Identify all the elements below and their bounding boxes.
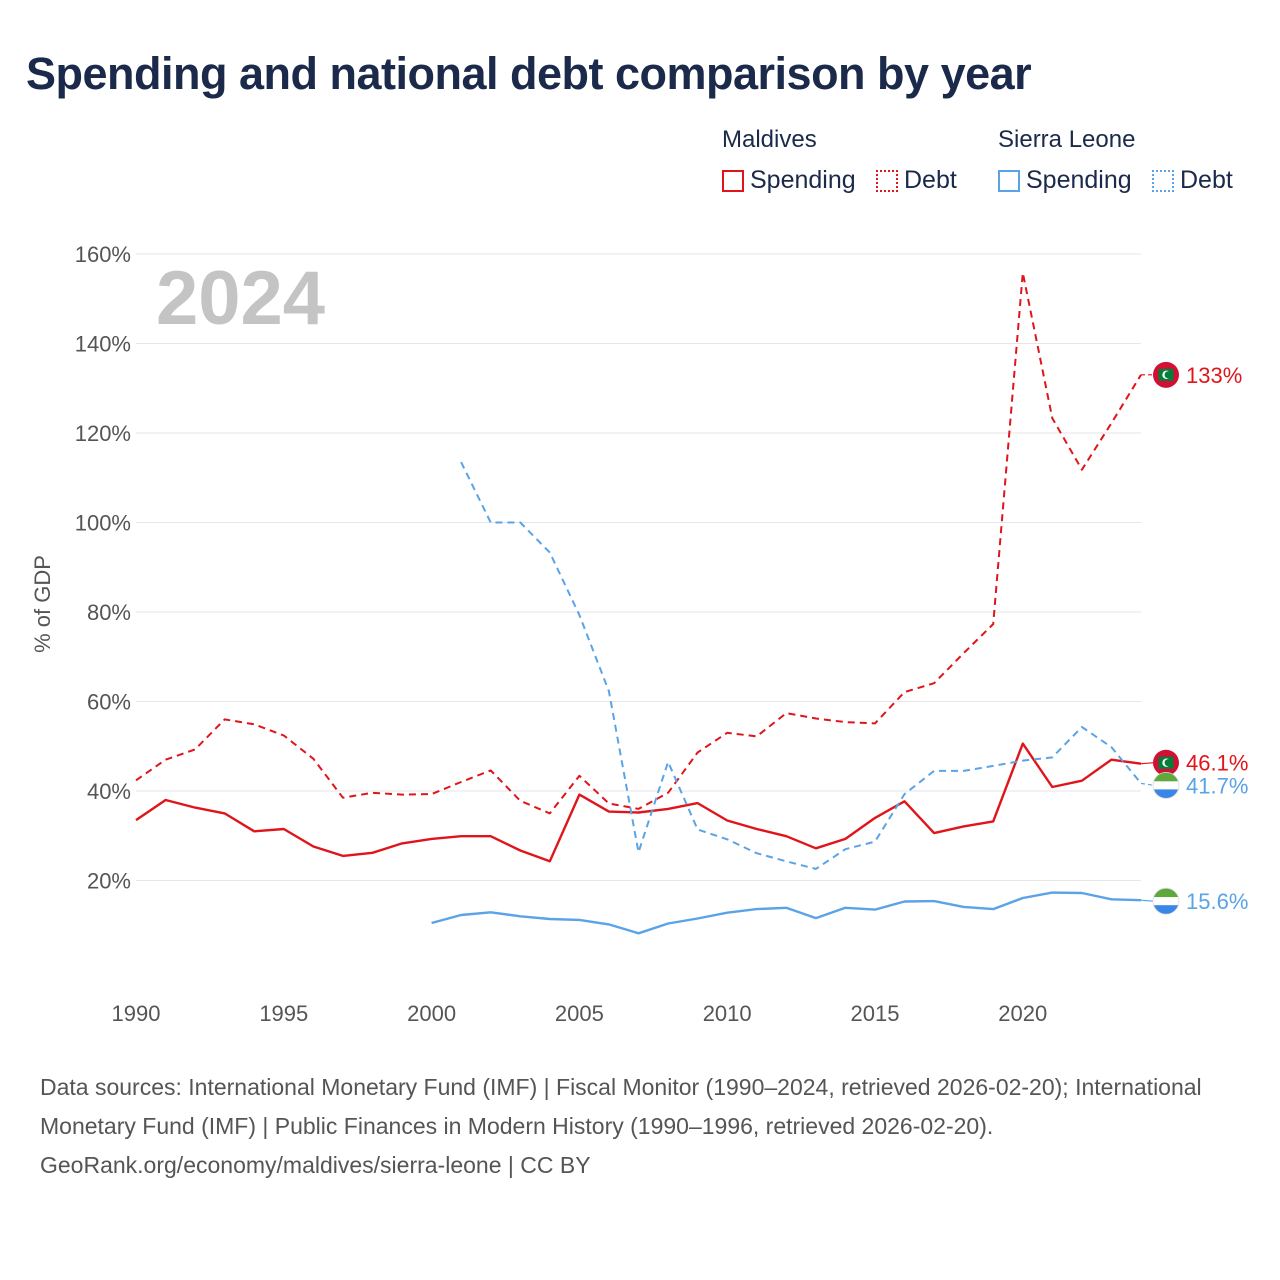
y-tick-label: 40% bbox=[87, 779, 131, 804]
legend-group-sierra-leone: Sierra Leone bbox=[998, 126, 1136, 153]
maldives-flag-icon bbox=[1153, 749, 1179, 776]
end-connector bbox=[1140, 782, 1155, 786]
end-value-label: 133% bbox=[1186, 363, 1242, 388]
legend-maldives-debt[interactable]: Debt bbox=[876, 166, 957, 195]
sierra-leone-flag-icon bbox=[1152, 887, 1180, 915]
flag-stripe-green bbox=[1153, 772, 1179, 782]
end-value-label: 46.1% bbox=[1186, 751, 1248, 776]
legend-sierra-leone-debt[interactable]: Debt bbox=[1152, 166, 1233, 195]
x-tick-label: 1995 bbox=[259, 1001, 308, 1026]
sierra-leone-flag-icon bbox=[1152, 771, 1180, 799]
y-axis-label: % of GDP bbox=[30, 555, 55, 653]
legend-label: Debt bbox=[1180, 166, 1233, 194]
y-axis-ticks: 20% 40% 60% 80% 100% 120% 140% 160% bbox=[75, 242, 131, 894]
flag-crescent-cut bbox=[1164, 371, 1172, 379]
x-axis-ticks: 1990 1995 2000 2005 2010 2015 2020 bbox=[112, 1001, 1048, 1026]
legend-swatch-dotted-blue bbox=[1152, 169, 1174, 192]
flag-stripe-blue bbox=[1153, 789, 1179, 799]
sources-text: Data sources: International Monetary Fun… bbox=[40, 1074, 1202, 1139]
legend-swatch-solid-blue bbox=[998, 169, 1020, 192]
end-connector bbox=[1140, 762, 1155, 765]
flag-stripes bbox=[1153, 888, 1179, 915]
x-tick-label: 2020 bbox=[998, 1001, 1047, 1026]
series-line-sierra-leone-debt bbox=[460, 461, 1142, 870]
legend-swatch-solid-red bbox=[722, 169, 744, 192]
end-connector bbox=[1140, 899, 1155, 902]
chart-title: Spending and national debt comparison by… bbox=[26, 48, 1032, 99]
x-tick-label: 2005 bbox=[555, 1001, 604, 1026]
legend-swatch-dotted-red bbox=[876, 169, 898, 192]
y-tick-label: 60% bbox=[87, 690, 131, 715]
x-tick-label: 1990 bbox=[112, 1001, 161, 1026]
flag-stripe-white bbox=[1153, 781, 1179, 790]
legend-label: Spending bbox=[1026, 166, 1132, 194]
x-tick-label: 2000 bbox=[407, 1001, 456, 1026]
x-tick-label: 2010 bbox=[703, 1001, 752, 1026]
flag-crescent-cut bbox=[1164, 759, 1172, 767]
x-tick-label: 2015 bbox=[850, 1001, 899, 1026]
end-value-label: 41.7% bbox=[1186, 773, 1248, 798]
legend-label: Debt bbox=[904, 166, 957, 194]
attribution-link[interactable]: GeoRank.org/economy/maldives/sierra-leon… bbox=[40, 1152, 591, 1178]
flag-stripes bbox=[1153, 772, 1179, 799]
y-tick-label: 140% bbox=[75, 332, 131, 357]
maldives-flag-icon bbox=[1153, 361, 1179, 388]
flag-ring bbox=[1152, 887, 1180, 915]
legend-label: Spending bbox=[750, 166, 856, 194]
legend-maldives-spending[interactable]: Spending bbox=[722, 166, 856, 195]
data-sources: Data sources: International Monetary Fun… bbox=[40, 1068, 1240, 1185]
year-watermark: 2024 bbox=[156, 256, 325, 341]
flag-stripe-white bbox=[1153, 897, 1179, 906]
flag-stripe-green bbox=[1153, 888, 1179, 898]
end-markers: 46.1% 133% 15.6% 41.7% bbox=[1140, 361, 1248, 915]
y-tick-label: 120% bbox=[75, 421, 131, 446]
grid-lines bbox=[136, 253, 1141, 881]
flag-stripe-blue bbox=[1153, 905, 1179, 915]
legend-group-maldives: Maldives bbox=[722, 126, 817, 153]
y-tick-label: 160% bbox=[75, 242, 131, 267]
end-value-label: 15.6% bbox=[1186, 889, 1248, 914]
flag-ring bbox=[1152, 771, 1180, 799]
series-lines bbox=[135, 271, 1142, 935]
series-line-maldives-debt bbox=[135, 271, 1142, 815]
y-tick-label: 20% bbox=[87, 869, 131, 894]
y-tick-label: 80% bbox=[87, 600, 131, 625]
y-tick-label: 100% bbox=[75, 511, 131, 536]
series-line-maldives-spending bbox=[135, 742, 1142, 863]
series-line-sierra-leone-spending bbox=[431, 891, 1142, 935]
legend-sierra-leone-spending[interactable]: Spending bbox=[998, 166, 1132, 195]
